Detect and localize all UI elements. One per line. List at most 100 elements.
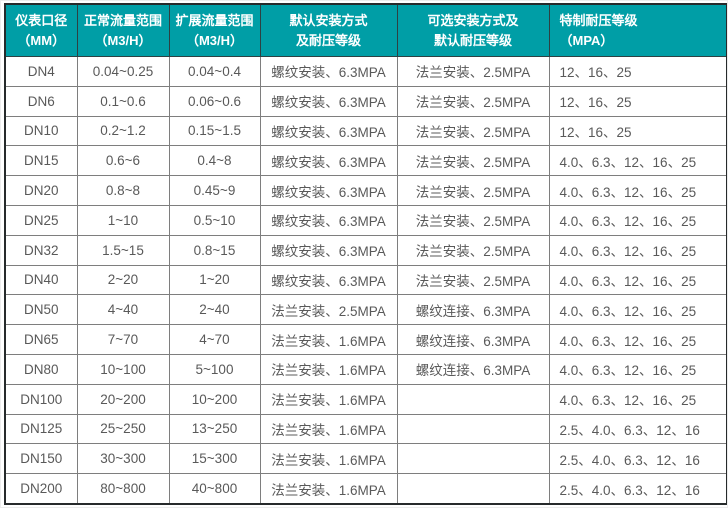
table-cell: 螺纹安装、6.3MPA — [259, 115, 398, 147]
table-row: DN20 0.8~8 0.45~9 螺纹安装、6.3MPA 法兰安装、2.5MPA 4.0… — [4, 175, 727, 206]
table-row: DN50 4~40 2~40 法兰安装、2.5MPA 螺纹连接、6.3MPA 4.0、6.… — [4, 294, 727, 326]
table-cell: DN50 — [4, 294, 78, 326]
table-cell: DN125 — [4, 413, 78, 445]
column-header-diameter: 仪表口径 （MM） — [4, 3, 78, 57]
table-row: DN80 10~100 5~100 法兰安装、1.6MPA 螺纹连接、6.3MPA 4.0… — [4, 353, 727, 385]
table-cell: 法兰安装、1.6MPA — [259, 353, 398, 385]
table-cell: 法兰安装、2.5MPA — [396, 175, 550, 206]
table-cell: DN4 — [4, 56, 78, 87]
table-cell: 法兰安装、2.5MPA — [396, 264, 550, 296]
table-row: DN125 25~250 13~250 法兰安装、1.6MPA 2.5、4.0、6.3、… — [4, 413, 727, 445]
table-cell: 2.5、4.0、6.3、12、16 — [548, 413, 727, 445]
table-cell: 法兰安装、2.5MPA — [396, 145, 550, 177]
table-cell: 螺纹安装、6.3MPA — [259, 145, 398, 177]
table-cell: 13~250 — [168, 413, 261, 445]
table-cell: 12、16、25 — [548, 115, 727, 147]
table-row: DN200 80~800 40~800 法兰安装、1.6MPA 2.5、4.0、6.3、… — [4, 473, 727, 505]
header-line: 默认耐压等级 — [433, 32, 512, 48]
table-cell: 5~100 — [168, 353, 261, 385]
table-cell: 40~800 — [168, 473, 261, 505]
header-line: （MPA） — [559, 32, 614, 48]
table-row: DN10 0.2~1.2 0.15~1.5 螺纹安装、6.3MPA 法兰安装、2.5MP… — [4, 115, 727, 147]
table-cell: DN20 — [4, 175, 78, 206]
table-cell: 0.04~0.4 — [168, 56, 261, 87]
table-cell: 2.5、4.0、6.3、12、16 — [548, 473, 727, 505]
table-cell: 0.06~0.6 — [168, 85, 261, 117]
table-cell: 螺纹连接、6.3MPA — [396, 324, 550, 355]
table-cell: DN40 — [4, 264, 78, 296]
table-cell: 法兰安装、2.5MPA — [259, 294, 398, 326]
table-cell: 10~200 — [168, 383, 261, 415]
table-cell: DN25 — [4, 204, 78, 236]
table-cell: 螺纹连接、6.3MPA — [396, 294, 550, 326]
column-header-normal-flow: 正常流量范围 （M3/H） — [76, 3, 170, 57]
table-cell: 法兰安装、2.5MPA — [396, 234, 550, 266]
table-header: 仪表口径 （MM） 正常流量范围 （M3/H） 扩展流量范围 （M3/H） 默认… — [4, 3, 727, 57]
table-cell: 0.8~8 — [76, 175, 170, 206]
table-cell: 0.45~9 — [168, 175, 261, 206]
table-cell: DN150 — [4, 443, 78, 475]
table-row: DN150 30~300 15~300 法兰安装、1.6MPA 2.5、4.0、6.3、… — [4, 443, 727, 475]
header-line: 正常流量范围 — [83, 12, 162, 28]
table-cell: DN32 — [4, 234, 78, 266]
header-line: 默认安装方式 — [289, 12, 368, 28]
table-cell: 法兰安装、2.5MPA — [396, 204, 550, 236]
table-cell: 螺纹安装、6.3MPA — [259, 234, 398, 266]
header-line: 仪表口径 — [15, 12, 68, 28]
table-cell: 4.0、6.3、12、16、25 — [548, 204, 727, 236]
table-cell: 7~70 — [76, 324, 170, 355]
table-cell: 4.0、6.3、12、16、25 — [548, 324, 727, 355]
table-cell: 80~800 — [76, 473, 170, 505]
header-row: 仪表口径 （MM） 正常流量范围 （M3/H） 扩展流量范围 （M3/H） 默认… — [4, 3, 727, 57]
table-cell: 0.15~1.5 — [168, 115, 261, 147]
header-line: 扩展流量范围 — [175, 12, 254, 28]
table-row: DN65 7~70 4~70 法兰安装、1.6MPA 螺纹连接、6.3MPA 4.0、6.… — [4, 324, 727, 355]
header-line: （MM） — [17, 32, 66, 48]
table-cell: 法兰安装、2.5MPA — [396, 56, 550, 87]
column-header-default-install: 默认安装方式 及耐压等级 — [259, 3, 398, 57]
table-row: DN40 2~20 1~20 螺纹安装、6.3MPA 法兰安装、2.5MPA 4.0、6.… — [4, 264, 727, 296]
table-cell: 1.5~15 — [76, 234, 170, 266]
table-cell: 4~70 — [168, 324, 261, 355]
table-cell — [396, 443, 550, 475]
header-line: （M3/H） — [94, 32, 152, 48]
table-row: DN100 20~200 10~200 法兰安装、1.6MPA 4.0、6.3、12、1… — [4, 383, 727, 415]
table-cell: 0.4~8 — [168, 145, 261, 177]
table-cell: 20~200 — [76, 383, 170, 415]
table-cell: 螺纹安装、6.3MPA — [259, 85, 398, 117]
table-cell: 30~300 — [76, 443, 170, 475]
table-cell: 12、16、25 — [548, 85, 727, 117]
table-cell: 法兰安装、1.6MPA — [259, 413, 398, 445]
header-line: （M3/H） — [185, 32, 244, 48]
table-cell: 2~20 — [76, 264, 170, 296]
table-cell: 15~300 — [168, 443, 261, 475]
table-cell: 法兰安装、1.6MPA — [259, 443, 398, 475]
table-row: DN4 0.04~0.25 0.04~0.4 螺纹安装、6.3MPA 法兰安装、2.5M… — [4, 56, 727, 87]
table-cell: 4.0、6.3、12、16、25 — [548, 145, 727, 177]
table-cell: 0.04~0.25 — [76, 56, 170, 87]
table-row: DN25 1~10 0.5~10 螺纹安装、6.3MPA 法兰安装、2.5MPA 4.0、… — [4, 204, 727, 236]
table-cell: 1~20 — [168, 264, 261, 296]
header-line: 可选安装方式及 — [427, 12, 519, 28]
table-cell: 法兰安装、2.5MPA — [396, 115, 550, 147]
column-header-special-pressure: 特制耐压等级 （MPA） — [548, 3, 727, 57]
table-cell: 法兰安装、1.6MPA — [259, 473, 398, 505]
table-cell: 0.6~6 — [76, 145, 170, 177]
table-cell — [396, 383, 550, 415]
table-cell: DN6 — [4, 85, 78, 117]
table-cell: DN15 — [4, 145, 78, 177]
table-cell: 螺纹安装、6.3MPA — [259, 56, 398, 87]
table-cell: 螺纹安装、6.3MPA — [259, 264, 398, 296]
table-cell: DN100 — [4, 383, 78, 415]
table-cell: 4~40 — [76, 294, 170, 326]
table-row: DN32 1.5~15 0.8~15 螺纹安装、6.3MPA 法兰安装、2.5MPA 4.… — [4, 234, 727, 266]
table-cell: 法兰安装、1.6MPA — [259, 383, 398, 415]
table-cell — [396, 413, 550, 445]
table-cell: 螺纹连接、6.3MPA — [396, 353, 550, 385]
table-cell: 螺纹安装、6.3MPA — [259, 175, 398, 206]
table-cell: 法兰安装、1.6MPA — [259, 324, 398, 355]
table-cell: 4.0、6.3、12、16、25 — [548, 234, 727, 266]
table-cell: 2.5、4.0、6.3、12、16 — [548, 443, 727, 475]
header-line: 及耐压等级 — [295, 32, 361, 48]
